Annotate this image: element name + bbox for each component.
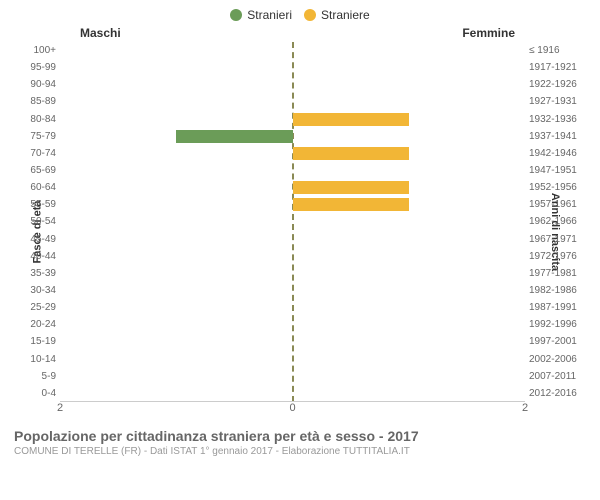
- age-label: 30-34: [20, 285, 56, 296]
- legend-label: Stranieri: [247, 8, 292, 22]
- table-row: 95-991917-1921: [60, 59, 525, 76]
- table-row: 75-791937-1941: [60, 128, 525, 145]
- birth-year-label: 1967-1971: [529, 234, 585, 245]
- age-label: 70-74: [20, 148, 56, 159]
- header-female: Femmine: [462, 26, 515, 40]
- table-row: 15-191997-2001: [60, 333, 525, 350]
- table-row: 10-142002-2006: [60, 351, 525, 368]
- bar-male: [176, 130, 292, 143]
- age-label: 45-49: [20, 234, 56, 245]
- age-label: 90-94: [20, 79, 56, 90]
- age-label: 25-29: [20, 302, 56, 313]
- birth-year-label: 1972-1976: [529, 251, 585, 262]
- birth-year-label: 1992-1996: [529, 319, 585, 330]
- age-label: 40-44: [20, 251, 56, 262]
- age-label: 20-24: [20, 319, 56, 330]
- birth-year-label: 1977-1981: [529, 268, 585, 279]
- table-row: 55-591957-1961: [60, 196, 525, 213]
- table-row: 85-891927-1931: [60, 93, 525, 110]
- age-label: 10-14: [20, 354, 56, 365]
- age-label: 55-59: [20, 199, 56, 210]
- birth-year-label: 1937-1941: [529, 131, 585, 142]
- birth-year-label: 1932-1936: [529, 114, 585, 125]
- legend-swatch: [230, 9, 242, 21]
- table-row: 70-741942-1946: [60, 145, 525, 162]
- birth-year-label: 1917-1921: [529, 62, 585, 73]
- age-label: 85-89: [20, 96, 56, 107]
- age-label: 80-84: [20, 114, 56, 125]
- table-row: 20-241992-1996: [60, 316, 525, 333]
- chart-title: Popolazione per cittadinanza straniera p…: [14, 428, 586, 444]
- chart-inner: 100+≤ 191695-991917-192190-941922-192685…: [60, 42, 525, 402]
- population-pyramid: StranieriStraniere Maschi Femmine Fasce …: [0, 0, 600, 500]
- age-label: 50-54: [20, 216, 56, 227]
- table-row: 25-291987-1991: [60, 299, 525, 316]
- x-tick: 0: [289, 402, 295, 414]
- table-row: 35-391977-1981: [60, 265, 525, 282]
- table-row: 30-341982-1986: [60, 282, 525, 299]
- table-row: 80-841932-1936: [60, 111, 525, 128]
- age-label: 65-69: [20, 165, 56, 176]
- table-row: 45-491967-1971: [60, 231, 525, 248]
- table-row: 100+≤ 1916: [60, 42, 525, 59]
- legend-swatch: [304, 9, 316, 21]
- birth-year-label: 1927-1931: [529, 96, 585, 107]
- birth-year-label: 1922-1926: [529, 79, 585, 90]
- column-headers: Maschi Femmine: [0, 22, 600, 42]
- header-male: Maschi: [80, 26, 121, 40]
- legend-item: Straniere: [304, 8, 370, 22]
- legend-item: Stranieri: [230, 8, 292, 22]
- x-tick: 2: [57, 402, 63, 414]
- birth-year-label: 2002-2006: [529, 354, 585, 365]
- birth-year-label: 1947-1951: [529, 165, 585, 176]
- chart-subtitle: COMUNE DI TERELLE (FR) - Dati ISTAT 1° g…: [14, 446, 586, 457]
- chart-footer: Popolazione per cittadinanza straniera p…: [0, 422, 600, 457]
- bar-female: [293, 198, 409, 211]
- birth-year-label: 1962-1966: [529, 216, 585, 227]
- age-label: 15-19: [20, 336, 56, 347]
- bar-female: [293, 147, 409, 160]
- birth-year-label: 1997-2001: [529, 336, 585, 347]
- birth-year-label: 2007-2011: [529, 371, 585, 382]
- table-row: 90-941922-1926: [60, 76, 525, 93]
- bar-female: [293, 181, 409, 194]
- table-row: 60-641952-1956: [60, 179, 525, 196]
- age-label: 0-4: [20, 388, 56, 399]
- table-row: 50-541962-1966: [60, 213, 525, 230]
- age-label: 35-39: [20, 268, 56, 279]
- plot-area: Fasce di età Anni di nascita 100+≤ 19169…: [0, 42, 600, 422]
- birth-year-label: 1982-1986: [529, 285, 585, 296]
- bar-female: [293, 113, 409, 126]
- x-axis: 2 0 2: [60, 402, 525, 418]
- age-label: 75-79: [20, 131, 56, 142]
- table-row: 5-92007-2011: [60, 368, 525, 385]
- birth-year-label: ≤ 1916: [529, 45, 585, 56]
- table-row: 40-441972-1976: [60, 248, 525, 265]
- x-tick: 2: [522, 402, 528, 414]
- age-label: 95-99: [20, 62, 56, 73]
- table-row: 65-691947-1951: [60, 162, 525, 179]
- age-label: 100+: [20, 45, 56, 56]
- legend-label: Straniere: [321, 8, 370, 22]
- birth-year-label: 1957-1961: [529, 199, 585, 210]
- legend: Stranieri Straniere: [0, 0, 600, 22]
- birth-year-label: 1952-1956: [529, 182, 585, 193]
- age-label: 5-9: [20, 371, 56, 382]
- birth-year-label: 1987-1991: [529, 302, 585, 313]
- birth-year-label: 2012-2016: [529, 388, 585, 399]
- age-label: 60-64: [20, 182, 56, 193]
- birth-year-label: 1942-1946: [529, 148, 585, 159]
- table-row: 0-42012-2016: [60, 385, 525, 402]
